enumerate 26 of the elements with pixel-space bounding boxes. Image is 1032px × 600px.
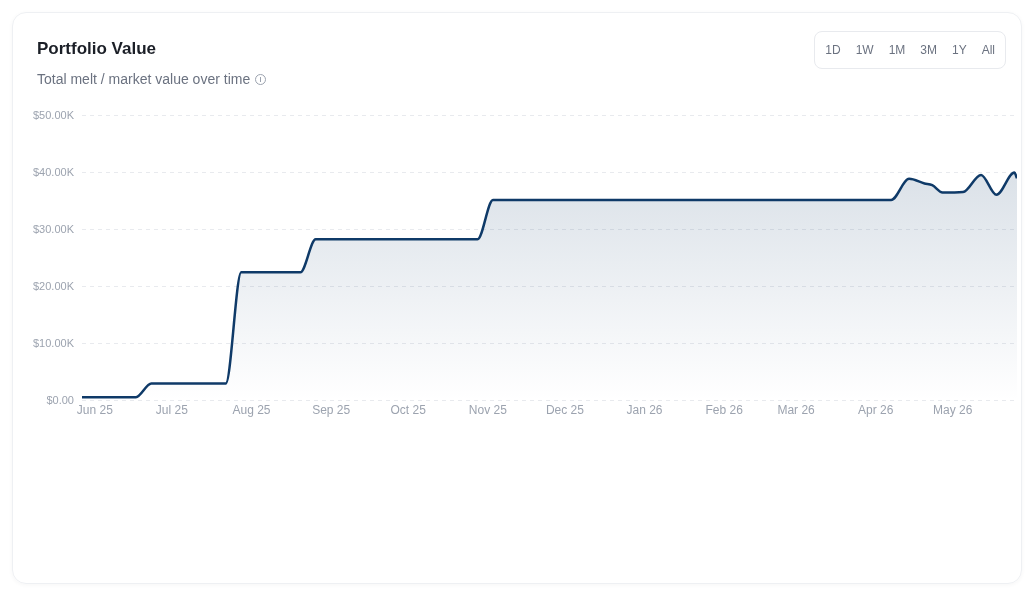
text: 1M xyxy=(887,42,907,59)
y-tick-label: $0.00 xyxy=(46,393,74,406)
text: 1D xyxy=(824,42,842,59)
text: All xyxy=(980,42,996,59)
x-tick-label: Oct 25 xyxy=(390,403,427,418)
y-tick-label: $20.00K xyxy=(33,279,75,292)
x-tick-label: Feb 26 xyxy=(705,403,744,418)
text: 1W xyxy=(854,42,875,59)
x-tick-label: Apr 26 xyxy=(858,403,894,418)
y-tick-label: $50.00K xyxy=(33,108,75,121)
x-tick-label: Mar 26 xyxy=(777,403,816,418)
x-tick-label: Nov 25 xyxy=(468,403,508,418)
y-tick-label: $30.00K xyxy=(33,222,75,235)
y-tick-label: $40.00K xyxy=(33,165,75,178)
y-tick-label: $10.00K xyxy=(33,336,75,349)
text: 1Y xyxy=(950,42,968,59)
x-tick-label: Aug 25 xyxy=(232,403,271,418)
x-tick-label: May 26 xyxy=(933,403,973,418)
x-tick-label: Sep 25 xyxy=(312,403,351,418)
chart-subtitle: Total melt / market value over time xyxy=(37,71,251,87)
x-tick-label: Jul 25 xyxy=(155,403,189,418)
x-tick-label: Jan 26 xyxy=(626,403,663,418)
x-tick-label: Dec 25 xyxy=(545,403,585,418)
text: 3M xyxy=(919,42,938,59)
chart-title: Portfolio Value xyxy=(37,39,157,59)
x-tick-label: Jun 25 xyxy=(76,403,114,418)
